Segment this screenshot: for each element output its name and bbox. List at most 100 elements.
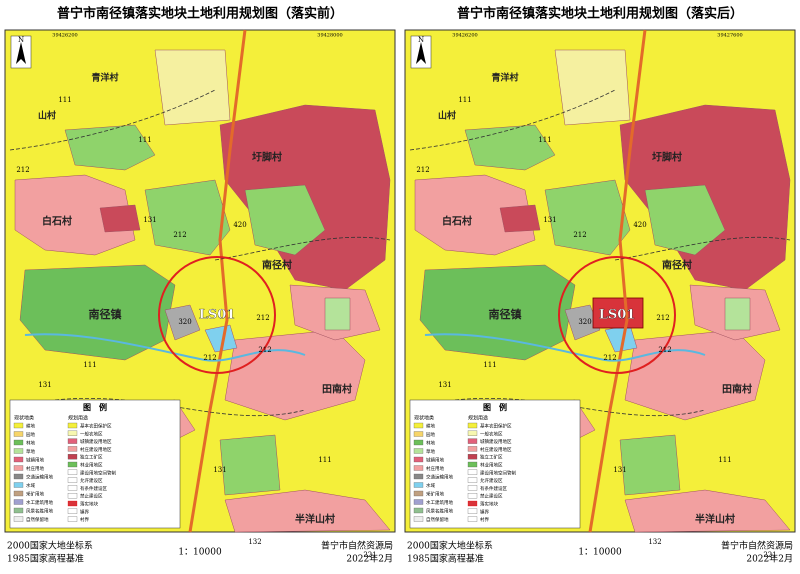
legend-item: 城镇用地 [26, 457, 44, 464]
legend-swatch [67, 461, 78, 468]
land-code: 132 [648, 538, 661, 546]
legend-swatch [467, 508, 478, 514]
north-arrow [16, 42, 26, 64]
legend-swatch [13, 499, 24, 505]
land-code: 131 [543, 216, 556, 224]
place-label: 青洋村 [491, 72, 518, 84]
land-parcel [564, 304, 601, 341]
footer-date: 2022年2月 [346, 553, 393, 565]
legend-item: 允许建设区 [480, 477, 503, 484]
legend-swatch [67, 446, 78, 452]
footer-coord: 2000国家大地坐标系 [7, 540, 93, 552]
legend-swatch [67, 485, 78, 491]
grid-label: 39427600 [717, 33, 742, 39]
place-label: 山村 [38, 110, 56, 122]
footer-scale: 1：10000 [578, 548, 622, 558]
legend-item: 水域 [426, 482, 435, 489]
legend-swatch [13, 507, 24, 514]
place-label: 半洋山村 [295, 513, 335, 526]
legend-item: 落实地块 [480, 501, 498, 508]
legend-swatch [467, 430, 478, 436]
land-code: 420 [633, 221, 646, 229]
land-code: 111 [58, 96, 71, 104]
legend-item: 建设用地空间管制 [480, 469, 516, 476]
land-parcel [724, 297, 751, 331]
land-code: 212 [603, 354, 616, 362]
land-code: 131 [438, 381, 451, 389]
land-parcel [554, 49, 631, 126]
north-label: N [18, 36, 24, 44]
legend-item: 一般农地区 [480, 430, 503, 437]
ls01-circle [558, 256, 676, 374]
land-code: 212 [173, 231, 186, 239]
land-code: 212 [203, 354, 216, 362]
place-label: 半洋山村 [695, 513, 735, 526]
map-panel: N 39426200 39427600 111 111 212 212 131 420 320 21… [404, 29, 796, 559]
legend-swatch [13, 422, 24, 429]
north-arrow [416, 42, 426, 64]
land-parcel [164, 304, 201, 341]
place-label: LS01 [199, 308, 236, 323]
legend-item: 镇界 [480, 508, 489, 515]
legend-item: 城镇建设用地区 [80, 438, 112, 445]
legend-swatch [67, 438, 78, 444]
legend-swatch [13, 516, 24, 522]
legend-item: 自然保留地 [26, 516, 49, 523]
legend-item: 自然保留地 [426, 516, 449, 523]
road [188, 29, 247, 533]
land-parcel [14, 174, 136, 256]
legend-swatch [467, 454, 478, 460]
land-parcel [419, 264, 576, 361]
ls01-circle [158, 256, 276, 374]
land-code: 212 [416, 166, 429, 174]
legend-swatch [467, 477, 478, 483]
legend-item: 园地 [426, 431, 435, 438]
legend-swatch [413, 431, 424, 437]
legend-item: 村界 [480, 516, 489, 523]
land-code: 111 [458, 96, 471, 104]
legend-swatch [67, 422, 78, 429]
river [424, 333, 706, 362]
land-code: 212 [256, 314, 269, 322]
village-boundary [9, 89, 391, 416]
place-label: LS01 [599, 308, 636, 323]
land-parcel [624, 489, 791, 533]
land-code: 131 [38, 381, 51, 389]
legend-item: 林业用地区 [80, 462, 103, 469]
legend-swatch [413, 456, 424, 463]
legend-item: 耕地 [26, 423, 35, 430]
land-code: 212 [258, 346, 271, 354]
legend-item: 水工建筑用地 [26, 499, 53, 506]
legend-item: 有条件建设区 [80, 485, 107, 492]
legend-swatch [413, 465, 424, 471]
ls01-parcel [592, 297, 644, 329]
land-parcel [619, 434, 681, 496]
land-code: 221 [763, 551, 776, 559]
footer-org: 普宁市自然资源局 [721, 540, 793, 552]
legend-item: 林地 [426, 440, 435, 447]
footer-height: 1985国家高程基准 [7, 553, 84, 565]
land-code: 420 [233, 221, 246, 229]
legend-item: 水域 [26, 482, 35, 489]
legend-item: 采矿用地 [426, 491, 444, 498]
footer-coord: 2000国家大地坐标系 [407, 540, 493, 552]
land-code: 212 [573, 231, 586, 239]
place-label: 白石村 [442, 215, 472, 228]
legend-item: 城镇用地 [426, 457, 444, 464]
legend-swatch [413, 516, 424, 522]
place-label: 南径镇 [489, 307, 522, 321]
land-parcel [144, 179, 231, 256]
legend-box [9, 399, 181, 529]
legend-swatch [67, 477, 78, 483]
legend-swatch [467, 438, 478, 444]
legend-item: 水工建筑用地 [426, 499, 453, 506]
legend-item: 草地 [26, 448, 35, 455]
place-label: 田南村 [722, 383, 752, 396]
legend-swatch [67, 500, 78, 507]
legend-swatch [13, 482, 24, 488]
legend-item: 耕地 [426, 423, 435, 430]
land-code: 111 [718, 456, 731, 464]
legend-swatch [413, 499, 424, 505]
